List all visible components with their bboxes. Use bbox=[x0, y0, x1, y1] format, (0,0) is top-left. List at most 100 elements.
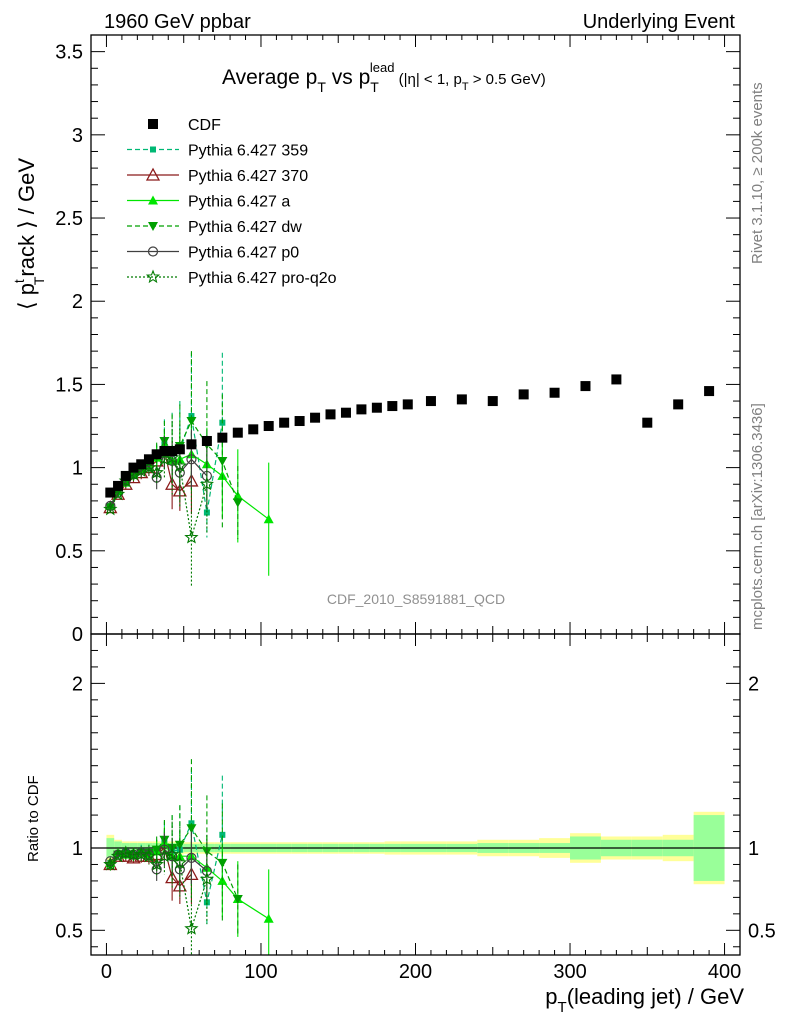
legend-marker bbox=[148, 119, 158, 129]
x-tick-label: 200 bbox=[399, 961, 432, 983]
axes-frame: 0 100 200 300 400 0 0.5 1 1.5 2 2.5 3 3.5 0.5 0.5 1 1 2 2 bbox=[55, 34, 776, 983]
x-tick-label: 300 bbox=[553, 961, 586, 983]
cdf-point bbox=[611, 374, 622, 385]
legend-marker bbox=[150, 146, 156, 153]
cdf-point bbox=[402, 399, 413, 410]
y-tick-label-main: 2 bbox=[72, 291, 83, 313]
cdf-point bbox=[232, 427, 243, 438]
legend-marker bbox=[148, 195, 158, 205]
rivet-label: Rivet 3.1.10, ≥ 200k events bbox=[749, 82, 766, 264]
cdf-point bbox=[248, 424, 259, 435]
x-tick-label: 400 bbox=[708, 961, 741, 983]
cdf-point bbox=[704, 386, 715, 397]
ratio-bands bbox=[91, 811, 740, 885]
legend-entry-series-4: Pythia 6.427 dw bbox=[127, 219, 302, 236]
y-axis-label-bottom: Ratio to CDF bbox=[25, 775, 42, 862]
legend-entry-series-1: Pythia 6.427 359 bbox=[127, 143, 308, 160]
y-tick-label-main: 0.5 bbox=[55, 541, 83, 563]
y-tick-label-ratio: 1 bbox=[72, 838, 83, 860]
ratio-series-6-point bbox=[199, 871, 215, 886]
ratio-series-4-point bbox=[186, 824, 197, 834]
cdf-point bbox=[673, 399, 684, 410]
plot-title: Average pT vs pTlead (|η| < 1, pT > 0.5 … bbox=[222, 60, 546, 95]
cdf-point bbox=[143, 454, 154, 465]
y-tick-label-main: 0 bbox=[72, 624, 83, 646]
main-series-4-point bbox=[186, 417, 197, 427]
cdf-point bbox=[642, 417, 653, 428]
analysis-label: CDF_2010_S8591881_QCD bbox=[327, 591, 505, 607]
legend: CDF Pythia 6.427 359 Pythia 6.427 370 Pythi… bbox=[127, 117, 337, 287]
legend-label: CDF bbox=[188, 117, 221, 134]
legend-entry-series-6: Pythia 6.427 pro-q2o bbox=[127, 269, 337, 287]
y-tick-label-main: 3 bbox=[72, 125, 83, 147]
ratio-series-4-point bbox=[232, 895, 243, 905]
legend-label: Pythia 6.427 dw bbox=[188, 219, 302, 236]
cdf-point bbox=[387, 401, 398, 412]
legend-marker bbox=[147, 246, 159, 257]
cdf-point bbox=[325, 409, 336, 420]
y-tick-label-ratio: 2 bbox=[72, 673, 83, 695]
cdf-point bbox=[340, 407, 351, 418]
cdf-point bbox=[151, 449, 162, 460]
legend-marker bbox=[145, 269, 161, 284]
ratio-series-6-point bbox=[134, 847, 149, 861]
legend-label: Pythia 6.427 359 bbox=[188, 143, 308, 160]
legend-label: Pythia 6.427 pro-q2o bbox=[188, 270, 337, 287]
header-right: Underlying Event bbox=[583, 11, 736, 33]
cdf-point bbox=[159, 445, 170, 456]
legend-entry-cdf: CDF bbox=[148, 117, 221, 134]
y-tick-label-main: 3.5 bbox=[55, 42, 83, 64]
y-tick-label-ratio-right: 2 bbox=[748, 673, 759, 695]
main-series-6-point bbox=[184, 530, 199, 544]
main-series-6-point bbox=[199, 476, 214, 491]
main-series-4-point bbox=[217, 456, 228, 466]
cdf-point bbox=[128, 462, 139, 473]
legend-entry-series-2: Pythia 6.427 370 bbox=[127, 167, 308, 185]
cdf-point bbox=[371, 402, 382, 413]
ratio-series-3-point bbox=[263, 913, 274, 923]
ratio-series-6-point bbox=[164, 847, 180, 861]
cdf-point bbox=[518, 389, 529, 400]
cdf-points bbox=[105, 374, 715, 498]
cdf-point bbox=[456, 394, 467, 405]
ratio-series-4-point bbox=[151, 845, 162, 855]
ratio-series-group bbox=[103, 759, 274, 955]
ratio-series-5-point bbox=[186, 852, 197, 863]
cdf-point bbox=[186, 439, 197, 450]
mcplots-label: mcplots.cern.ch [arXiv:1306.3436] bbox=[749, 403, 766, 630]
cdf-point bbox=[356, 404, 367, 415]
main-series-6-line bbox=[109, 456, 208, 538]
legend-label: Pythia 6.427 a bbox=[188, 194, 290, 211]
cdf-point bbox=[310, 412, 321, 423]
y-axis-label-top: ⟨ pt Track ⟩ / GeV bbox=[11, 158, 47, 310]
y-tick-label-ratio-right: 1 bbox=[748, 838, 759, 860]
cdf-point bbox=[425, 396, 436, 407]
cdf-point bbox=[580, 381, 591, 392]
y-tick-label-ratio: 0.5 bbox=[55, 920, 83, 942]
cdf-point bbox=[201, 435, 212, 446]
y-tick-label-ratio-right: 0.5 bbox=[748, 920, 776, 942]
x-tick-label: 100 bbox=[244, 961, 277, 983]
main-series-4-point bbox=[232, 498, 243, 508]
y-tick-label-main: 2.5 bbox=[55, 208, 83, 230]
cdf-point bbox=[217, 432, 228, 443]
cdf-point bbox=[263, 421, 274, 432]
legend-label: Pythia 6.427 p0 bbox=[188, 245, 299, 262]
ratio-series-1-point bbox=[219, 831, 226, 838]
legend-label: Pythia 6.427 370 bbox=[188, 168, 308, 185]
main-series-6-point bbox=[103, 501, 118, 516]
cdf-point bbox=[105, 487, 116, 498]
main-series-6-point bbox=[172, 458, 188, 473]
legend-marker bbox=[145, 167, 161, 181]
main-series-3-point bbox=[232, 490, 243, 500]
legend-entry-series-5: Pythia 6.427 p0 bbox=[127, 245, 299, 262]
main-series-6-point bbox=[149, 465, 164, 479]
ratio-series-6-point bbox=[103, 856, 118, 871]
x-axis-label: pT(leading jet) / GeV bbox=[545, 984, 744, 1016]
data-layer bbox=[103, 351, 715, 955]
ratio-series-6-point bbox=[149, 857, 164, 871]
ratio-series-6-point bbox=[184, 921, 199, 935]
y-tick-label-main: 1.5 bbox=[55, 374, 83, 396]
cdf-point bbox=[113, 480, 124, 491]
